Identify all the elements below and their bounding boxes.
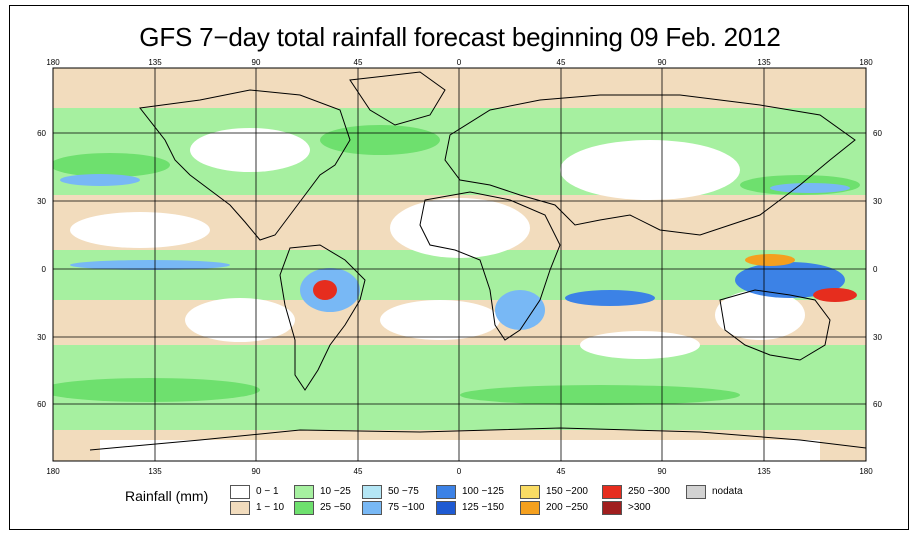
right-lat-label: 30 [873, 333, 882, 342]
eurasia-outline [444, 94, 856, 236]
legend-label: 10 −25 [320, 486, 351, 497]
arctic-dry-band [53, 68, 866, 108]
right-lat-label: 0 [873, 265, 878, 274]
top-lon-label: 180 [859, 58, 873, 67]
top-lon-label: 0 [457, 58, 462, 67]
bottom-lon-label: 90 [658, 467, 667, 476]
legend-label: nodata [712, 486, 743, 497]
maritime-continent-rain [735, 262, 845, 298]
southern-africa-rain [495, 290, 545, 330]
sahara-dry [390, 198, 530, 258]
legend-label: 200 −250 [546, 502, 588, 513]
legend-label: 100 −125 [462, 486, 504, 497]
right-lat-label: 60 [873, 400, 882, 409]
coral-sea-extreme [813, 288, 857, 302]
left-latitude-ticks: 60 30 0 30 60 [37, 129, 46, 409]
left-lat-label: 60 [37, 129, 46, 138]
legend-swatch-5 [362, 501, 382, 515]
legend-swatch-7 [436, 501, 456, 515]
asia-dry [560, 140, 740, 200]
legend-swatch-1 [230, 501, 250, 515]
left-lat-label: 30 [37, 333, 46, 342]
left-lat-label: 60 [37, 400, 46, 409]
top-lon-label: 180 [46, 58, 60, 67]
legend-label: 0 − 1 [256, 486, 279, 497]
right-lat-label: 60 [873, 129, 882, 138]
legend-label: 25 −50 [320, 502, 351, 513]
legend-label: >300 [628, 502, 651, 513]
west-pacific-heavy [770, 183, 850, 193]
legend-label: 75 −100 [388, 502, 425, 513]
legend-swatch-3 [294, 501, 314, 515]
legend-label: 250 −300 [628, 486, 670, 497]
north-pacific-track [53, 153, 170, 177]
legend-title: Rainfall (mm) [125, 488, 209, 504]
bottom-lon-label: 180 [859, 467, 873, 476]
antarctica-outline [89, 427, 866, 451]
top-lon-label: 90 [658, 58, 667, 67]
top-lon-label: 45 [557, 58, 566, 67]
philippines-extreme [745, 254, 795, 266]
legend-swatch-4 [362, 485, 382, 499]
bottom-lon-label: 135 [148, 467, 162, 476]
africa-outline [419, 191, 561, 341]
top-lon-label: 90 [252, 58, 261, 67]
legend-swatch-9 [520, 501, 540, 515]
figure-frame [9, 5, 909, 530]
north-america-outline [139, 89, 351, 241]
legend-swatch-2 [294, 485, 314, 499]
coastlines [89, 71, 866, 451]
legend-label: 50 −75 [388, 486, 419, 497]
map-border [52, 67, 867, 462]
pacific-dry-south [185, 298, 295, 342]
legend-swatch-6 [436, 485, 456, 499]
graticule [53, 68, 866, 461]
legend-label: 1 − 10 [256, 502, 285, 513]
map-field [53, 68, 866, 461]
southern-indian-track [460, 385, 740, 405]
legend-swatch-8 [520, 485, 540, 499]
north-pacific-heavy [60, 174, 140, 186]
legend-swatch-12 [686, 485, 706, 499]
rainfall-legend: Rainfall (mm) 0 − 1 1 − 10 10 −25 25 −50… [0, 482, 920, 522]
right-latitude-ticks: 60 30 0 30 60 [873, 129, 882, 409]
legend-label: 125 −150 [462, 502, 504, 513]
legend-label: 150 −200 [546, 486, 588, 497]
top-lon-label: 135 [148, 58, 162, 67]
bottom-longitude-ticks: 180 135 90 45 0 45 90 135 180 [46, 467, 873, 476]
left-lat-label: 0 [42, 265, 47, 274]
indian-ocean-rain [565, 290, 655, 306]
top-lon-label: 45 [354, 58, 363, 67]
bottom-lon-label: 180 [46, 467, 60, 476]
top-longitude-ticks: 180 135 90 45 0 45 90 135 180 [46, 58, 873, 67]
top-lon-label: 135 [757, 58, 771, 67]
left-lat-label: 30 [37, 197, 46, 206]
right-lat-label: 30 [873, 197, 882, 206]
bottom-lon-label: 45 [354, 467, 363, 476]
north-america-dry [190, 128, 310, 172]
atlantic-dry-south [380, 300, 500, 340]
pacific-itcz [70, 260, 230, 270]
north-atlantic-track [320, 125, 440, 155]
bottom-lon-label: 0 [457, 467, 462, 476]
bottom-lon-label: 45 [557, 467, 566, 476]
south-america-outline [279, 244, 366, 391]
pacific-dry-north [70, 212, 210, 248]
bottom-lon-label: 90 [252, 467, 261, 476]
amazon-extreme [313, 280, 337, 300]
legend-swatch-0 [230, 485, 250, 499]
greenland-outline [349, 71, 446, 126]
indian-ocean-dry [580, 331, 700, 359]
southern-ocean-track [53, 378, 260, 402]
map-title: GFS 7−day total rainfall forecast beginn… [139, 22, 781, 52]
antarctica-white [100, 440, 820, 461]
australia-dry [715, 290, 805, 340]
legend-swatch-11 [602, 501, 622, 515]
bottom-lon-label: 135 [757, 467, 771, 476]
legend-swatch-10 [602, 485, 622, 499]
australia-outline [719, 289, 831, 361]
